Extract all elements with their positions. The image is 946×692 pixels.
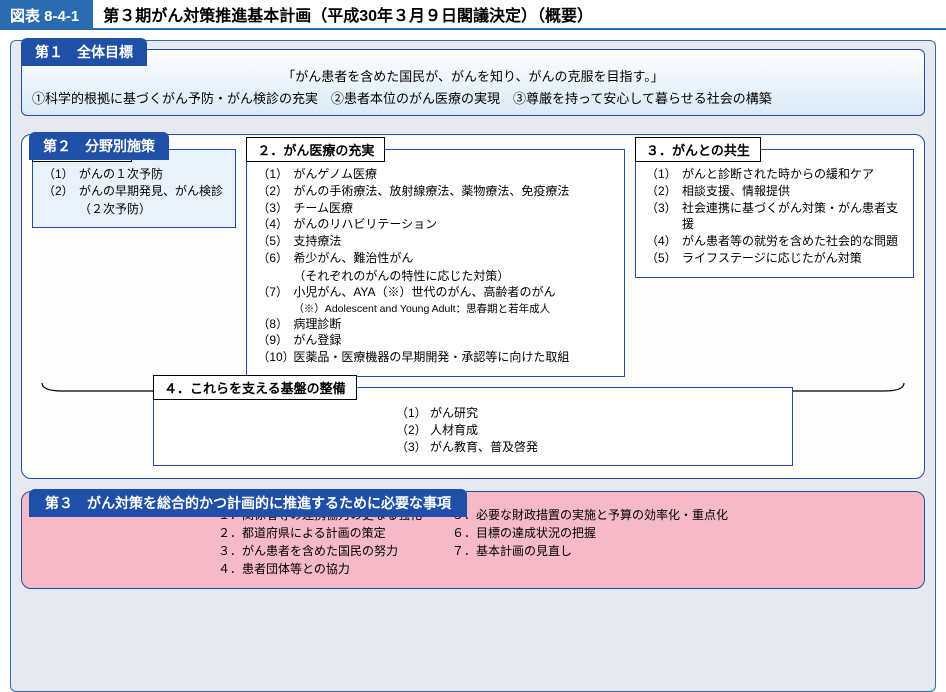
list-num: （5） bbox=[646, 250, 682, 267]
list-text: 支持療法 bbox=[293, 233, 614, 250]
pillar-2-list: （1）がんゲノム医療 （2）がんの手術療法、放射線療法、薬物療法、免疫療法 （3… bbox=[257, 166, 614, 366]
list-item: ３．がん患者を含めた国民の努力 bbox=[218, 542, 422, 560]
list-text: 人材育成 bbox=[430, 423, 478, 437]
list-num: （2） bbox=[396, 423, 427, 437]
footnote-aya: （※）Adolescent and Young Adult：思春期と若年成人 bbox=[257, 301, 614, 316]
list-text: がんの手術療法、放射線療法、薬物療法、免疫療法 bbox=[293, 183, 614, 200]
list-item: ２．都道府県による計画の策定 bbox=[218, 524, 422, 542]
list-num: （10） bbox=[257, 349, 293, 366]
section-2-columns: １．がん予防 （1）がんの１次予防 （2）がんの早期発見、がん検診 （２次予防）… bbox=[32, 149, 914, 377]
list-num: （9） bbox=[257, 332, 293, 349]
pillar-4-foundation: ４．これらを支える基盤の整備 （1） がん研究 （2） 人材育成 （3） がん教… bbox=[153, 387, 793, 466]
section-2-panel: １．がん予防 （1）がんの１次予防 （2）がんの早期発見、がん検診 （２次予防）… bbox=[21, 134, 925, 479]
list-num: （5） bbox=[257, 233, 293, 250]
pillar-1-prevention: １．がん予防 （1）がんの１次予防 （2）がんの早期発見、がん検診 （２次予防） bbox=[32, 149, 236, 228]
section-3-wrap: 第３ がん対策を総合的かつ計画的に推進するために必要な事項 １．関係者等の連携協… bbox=[21, 491, 925, 589]
list-num: （7） bbox=[257, 284, 293, 301]
section-1-subgoals: ①科学的根拠に基づくがん予防・がん検診の充実 ②患者本位のがん医療の実現 ③尊厳… bbox=[32, 88, 914, 107]
list-item: ４．患者団体等との協力 bbox=[218, 560, 422, 578]
list-text: がん教育、普及啓発 bbox=[430, 440, 538, 454]
section-1-tag: 第１ 全体目標 bbox=[21, 38, 147, 66]
figure-number-chip: 図表 8-4-1 bbox=[0, 0, 93, 30]
list-num: （3） bbox=[646, 200, 682, 234]
list-text: ライフステージに応じたがん対策 bbox=[682, 250, 903, 267]
list-num: （1） bbox=[646, 166, 682, 183]
list-text: 医薬品・医療機器の早期開発・承認等に向けた取組 bbox=[293, 349, 614, 366]
main-panel: 第１ 全体目標 「がん患者を含めた国民が、がんを知り、がんの克服を目指す。」 ①… bbox=[10, 40, 936, 692]
list-num: （4） bbox=[646, 233, 682, 250]
page-root: 図表 8-4-1 第３期がん対策推進基本計画（平成30年３月９日閣議決定）（概要… bbox=[0, 0, 946, 692]
pillar-1-list: （1）がんの１次予防 （2）がんの早期発見、がん検診 （２次予防） bbox=[43, 166, 225, 217]
pillar-4-list: （1） がん研究 （2） 人材育成 （3） がん教育、普及啓発 bbox=[166, 404, 780, 455]
list-text-indent: （それぞれのがんの特性に応じた対策） bbox=[257, 267, 614, 284]
section-3-right-col: ５．必要な財政措置の実施と予算の効率化・重点化 ６．目標の達成状況の把握 ７．基… bbox=[452, 506, 728, 578]
section-1-overall-goals: 第１ 全体目標 「がん患者を含めた国民が、がんを知り、がんの克服を目指す。」 ①… bbox=[21, 49, 925, 116]
pillar-3-coexistence: ３．がんとの共生 （1）がんと診断された時からの緩和ケア （2）相談支援、情報提… bbox=[635, 149, 914, 278]
list-num: （4） bbox=[257, 216, 293, 233]
list-text: がん患者等の就労を含めた社会的な問題 bbox=[682, 233, 903, 250]
list-text: がん研究 bbox=[430, 406, 478, 420]
pillar-2-title: ２．がん医療の充実 bbox=[246, 137, 385, 162]
list-text: チーム医療 bbox=[293, 200, 614, 217]
list-num: （1） bbox=[396, 406, 427, 420]
list-text: がんの１次予防 bbox=[79, 166, 225, 183]
figure-title: 第３期がん対策推進基本計画（平成30年３月９日閣議決定）（概要） bbox=[93, 0, 946, 30]
list-text: 病理診断 bbox=[293, 316, 614, 333]
list-text: がんゲノム医療 bbox=[293, 166, 614, 183]
list-num: （2） bbox=[43, 183, 79, 200]
pillar-3-list: （1）がんと診断された時からの緩和ケア （2）相談支援、情報提供 （3）社会連携… bbox=[646, 166, 903, 267]
list-num: （8） bbox=[257, 316, 293, 333]
list-text: 社会連携に基づくがん対策・がん患者支援 bbox=[682, 200, 903, 234]
pillar-4-title: ４．これらを支える基盤の整備 bbox=[153, 375, 357, 400]
list-text: がん登録 bbox=[293, 332, 614, 349]
list-item: ７．基本計画の見直し bbox=[452, 542, 728, 560]
list-num: （3） bbox=[257, 200, 293, 217]
list-text: 小児がん、AYA（※）世代のがん、高齢者のがん bbox=[293, 284, 614, 301]
list-text: 相談支援、情報提供 bbox=[682, 183, 903, 200]
pillar-2-medical: ２．がん医療の充実 （1）がんゲノム医療 （2）がんの手術療法、放射線療法、薬物… bbox=[246, 149, 625, 377]
list-num: （2） bbox=[646, 183, 682, 200]
list-text: がんと診断された時からの緩和ケア bbox=[682, 166, 903, 183]
list-item: ６．目標の達成状況の把握 bbox=[452, 524, 728, 542]
pillar-3-title: ３．がんとの共生 bbox=[635, 137, 761, 162]
header: 図表 8-4-1 第３期がん対策推進基本計画（平成30年３月９日閣議決定）（概要… bbox=[0, 0, 946, 30]
list-text: がんの早期発見、がん検診 bbox=[79, 183, 225, 200]
section-2-wrap: 第２ 分野別施策 １．がん予防 （1）がんの１次予防 （2）がんの早期発見、がん… bbox=[21, 134, 925, 479]
list-text-indent: （２次予防） bbox=[43, 200, 225, 217]
list-text: 希少がん、難治性がん bbox=[293, 250, 614, 267]
list-num: （6） bbox=[257, 250, 293, 267]
list-item: ５．必要な財政措置の実施と予算の効率化・重点化 bbox=[452, 506, 728, 524]
list-num: （2） bbox=[257, 183, 293, 200]
list-text: がんのリハビリテーション bbox=[293, 216, 614, 233]
section-1-quote: 「がん患者を含めた国民が、がんを知り、がんの克服を目指す。」 bbox=[32, 66, 914, 85]
section-2-tag: 第２ 分野別施策 bbox=[29, 132, 169, 160]
list-num: （1） bbox=[257, 166, 293, 183]
list-num: （1） bbox=[43, 166, 79, 183]
section-3-tag: 第３ がん対策を総合的かつ計画的に推進するために必要な事項 bbox=[29, 489, 467, 517]
list-num: （3） bbox=[396, 440, 427, 454]
